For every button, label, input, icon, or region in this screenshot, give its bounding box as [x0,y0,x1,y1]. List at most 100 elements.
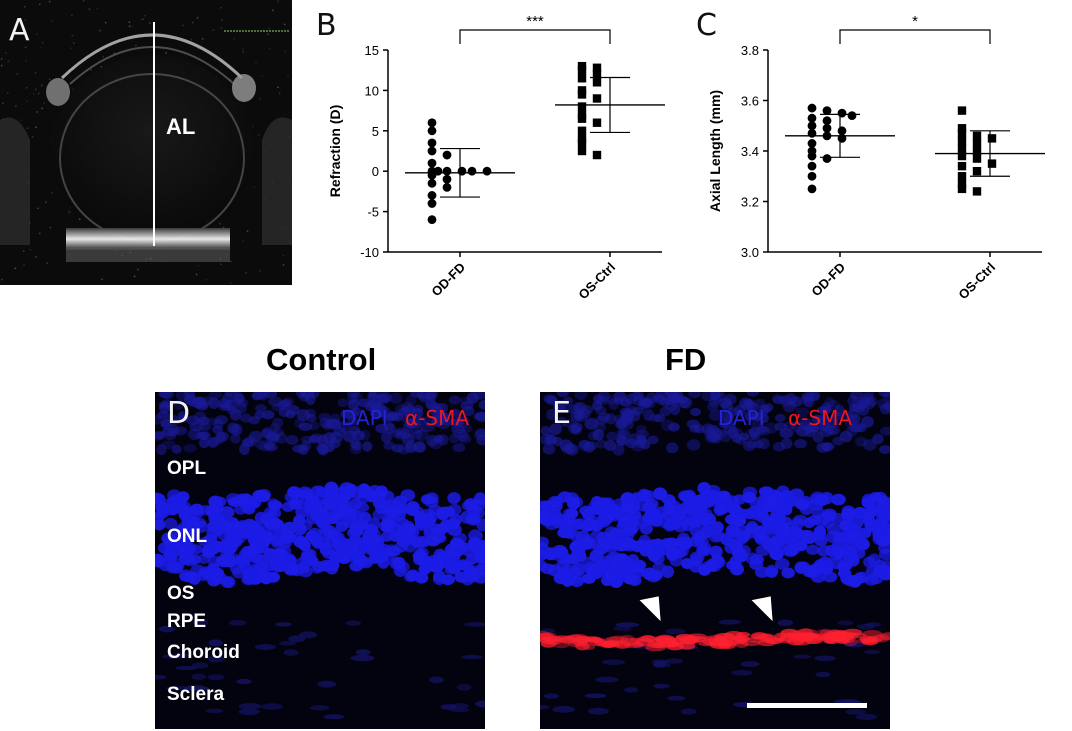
data-point [577,90,587,99]
layer-label-os: OS [167,583,195,604]
data-point [822,123,832,133]
stain-label-asma-d: α-SMA [405,406,470,430]
data-point [592,94,602,103]
layer-label-choroid: Choroid [167,642,240,663]
data-point [972,146,982,156]
data-point [592,118,602,127]
oct-image [0,0,294,285]
x-tick-label: OD-FD [428,260,468,300]
panel-e: E DAPI α-SMA [540,392,890,729]
arrowhead-marker [638,595,662,623]
data-point [957,124,967,133]
y-tick-label: -5 [367,205,379,220]
data-point [442,166,452,176]
panel-letter-e: E [552,396,571,431]
y-tick-label: 3.2 [741,195,759,210]
axial-length-chart: 3.0 3.2 3.4 3.6 3.8 Axial Length (mm) OD-FD OS-… [707,13,1045,303]
data-point [467,166,477,176]
data-point [457,166,467,176]
arrowhead-marker [750,595,774,623]
axial-length-label: AL [166,114,196,139]
data-point [822,154,832,163]
data-point [972,139,982,148]
retina-band [66,228,230,250]
data-point [957,184,967,194]
data-point [577,66,587,75]
data-point [972,131,982,141]
data-point [972,154,982,163]
data-point [807,113,817,123]
stain-label-dapi-e: DAPI [718,406,765,430]
data-point [577,114,587,123]
refraction-chart: -10 -5 0 5 10 15 Refraction (D) OD-FD OS-Ctrl *** [327,13,665,303]
data-point [807,171,817,181]
data-point [577,138,587,148]
scale-bar [747,703,867,708]
data-point [822,106,832,115]
layer-label-sclera: Sclera [167,684,225,705]
y-tick-label: 3.6 [741,94,759,109]
control-micrograph [155,392,485,720]
data-point [427,178,437,188]
data-point [427,126,437,136]
data-point [592,70,602,79]
y-tick-label: 3.4 [741,144,759,159]
panel-letter-b: B [316,8,337,43]
data-point [807,184,817,194]
data-point [577,146,587,156]
layer-label-opl: OPL [167,458,207,479]
stain-label-dapi-d: DAPI [341,406,388,430]
data-point [807,139,817,148]
data-point [577,102,587,111]
fd-micrograph [540,392,890,720]
data-point [837,108,847,118]
data-point [957,172,967,181]
data-point [957,144,967,153]
data-point [987,159,997,168]
data-point [442,174,452,184]
x-tick-label: OS-Ctrl [575,260,618,303]
x-tick-label: OD-FD [808,260,848,300]
y-tick-label: 5 [372,124,379,139]
data-point [837,126,847,136]
y-tick-label: 10 [365,83,379,98]
data-point [427,138,437,148]
layer-label-rpe: RPE [167,611,207,632]
significance-label: * [912,13,918,30]
data-point [427,158,437,168]
column-title-fd: FD [665,342,707,377]
y-tick-label: 3.8 [741,43,759,58]
data-point [807,103,817,113]
significance-label: *** [526,13,544,30]
data-point [972,187,982,196]
significance-bracket [459,29,611,44]
data-point [987,134,997,143]
data-point [957,136,967,146]
layer-label-onl: ONL [167,526,208,547]
y-tick-label: 3.0 [741,245,759,260]
data-point [957,179,967,189]
cornea-inner [69,46,235,85]
data-point [442,150,452,160]
data-point [577,74,587,83]
data-point [822,116,832,126]
x-tick-label: OS-Ctrl [955,260,998,303]
data-point [957,106,967,115]
data-point [807,161,817,171]
data-point [972,167,982,176]
panel-letter-a: A [9,13,30,48]
data-point [807,151,817,161]
data-point [427,146,437,156]
data-point [427,215,437,225]
panel-d: D DAPI α-SMA OPL ONL OS RPE Choroid Scle… [155,392,485,729]
panel-letter-c: C [696,8,717,43]
y-axis-label: Axial Length (mm) [707,90,723,212]
y-axis-label: Refraction (D) [327,105,343,198]
data-point [427,191,437,200]
data-point [577,126,587,135]
y-tick-label: 15 [365,43,379,58]
data-point [957,129,967,138]
data-point [592,150,602,160]
data-point [957,161,967,171]
data-point [592,63,602,72]
